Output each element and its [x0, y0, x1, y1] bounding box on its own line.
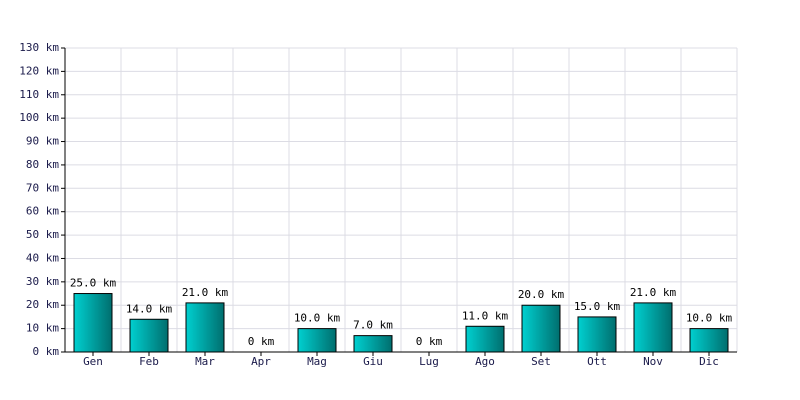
value-label: 7.0 km — [353, 319, 393, 332]
y-tick-label: 20 km — [26, 298, 59, 311]
y-tick-label: 90 km — [26, 135, 59, 148]
value-label: 10.0 km — [294, 312, 341, 325]
value-label: 15.0 km — [574, 300, 621, 313]
x-tick-label: Apr — [251, 355, 271, 368]
bar — [185, 302, 225, 353]
y-tick-label: 60 km — [26, 205, 59, 218]
y-tick-label: 110 km — [19, 88, 59, 101]
bar — [353, 335, 393, 353]
x-tick-label: Mar — [195, 355, 215, 368]
x-tick-label: Giu — [363, 355, 383, 368]
x-tick-label: Feb — [139, 355, 159, 368]
x-tick-label: Set — [531, 355, 551, 368]
x-tick-label: Ott — [587, 355, 607, 368]
value-label: 21.0 km — [182, 286, 229, 299]
x-tick-label: Nov — [643, 355, 663, 368]
x-tick-label: Lug — [419, 355, 439, 368]
bar — [633, 302, 673, 353]
y-tick-label: 10 km — [26, 322, 59, 335]
y-tick-label: 70 km — [26, 181, 59, 194]
x-tick-label: Ago — [475, 355, 495, 368]
y-tick-label: 50 km — [26, 228, 59, 241]
bar — [577, 316, 617, 353]
value-label: 0 km — [248, 335, 275, 348]
y-tick-label: 100 km — [19, 111, 59, 124]
bar — [129, 318, 169, 353]
y-tick-label: 30 km — [26, 275, 59, 288]
x-tick-label: Dic — [699, 355, 719, 368]
y-tick-label: 80 km — [26, 158, 59, 171]
value-label: 21.0 km — [630, 286, 677, 299]
value-label: 11.0 km — [462, 309, 509, 322]
y-tick-label: 120 km — [19, 64, 59, 77]
bar — [465, 325, 505, 353]
value-label: 25.0 km — [70, 277, 117, 290]
x-tick-label: Mag — [307, 355, 327, 368]
y-tick-label: 0 km — [33, 345, 60, 358]
value-label: 0 km — [416, 335, 443, 348]
bar — [521, 304, 561, 353]
x-tick-label: Gen — [83, 355, 103, 368]
y-tick-label: 130 km — [19, 41, 59, 54]
value-label: 10.0 km — [686, 312, 733, 325]
value-label: 20.0 km — [518, 288, 565, 301]
y-tick-label: 40 km — [26, 251, 59, 264]
bar — [73, 293, 113, 353]
value-label: 14.0 km — [126, 302, 173, 315]
bar — [297, 328, 337, 353]
bar — [689, 328, 729, 353]
